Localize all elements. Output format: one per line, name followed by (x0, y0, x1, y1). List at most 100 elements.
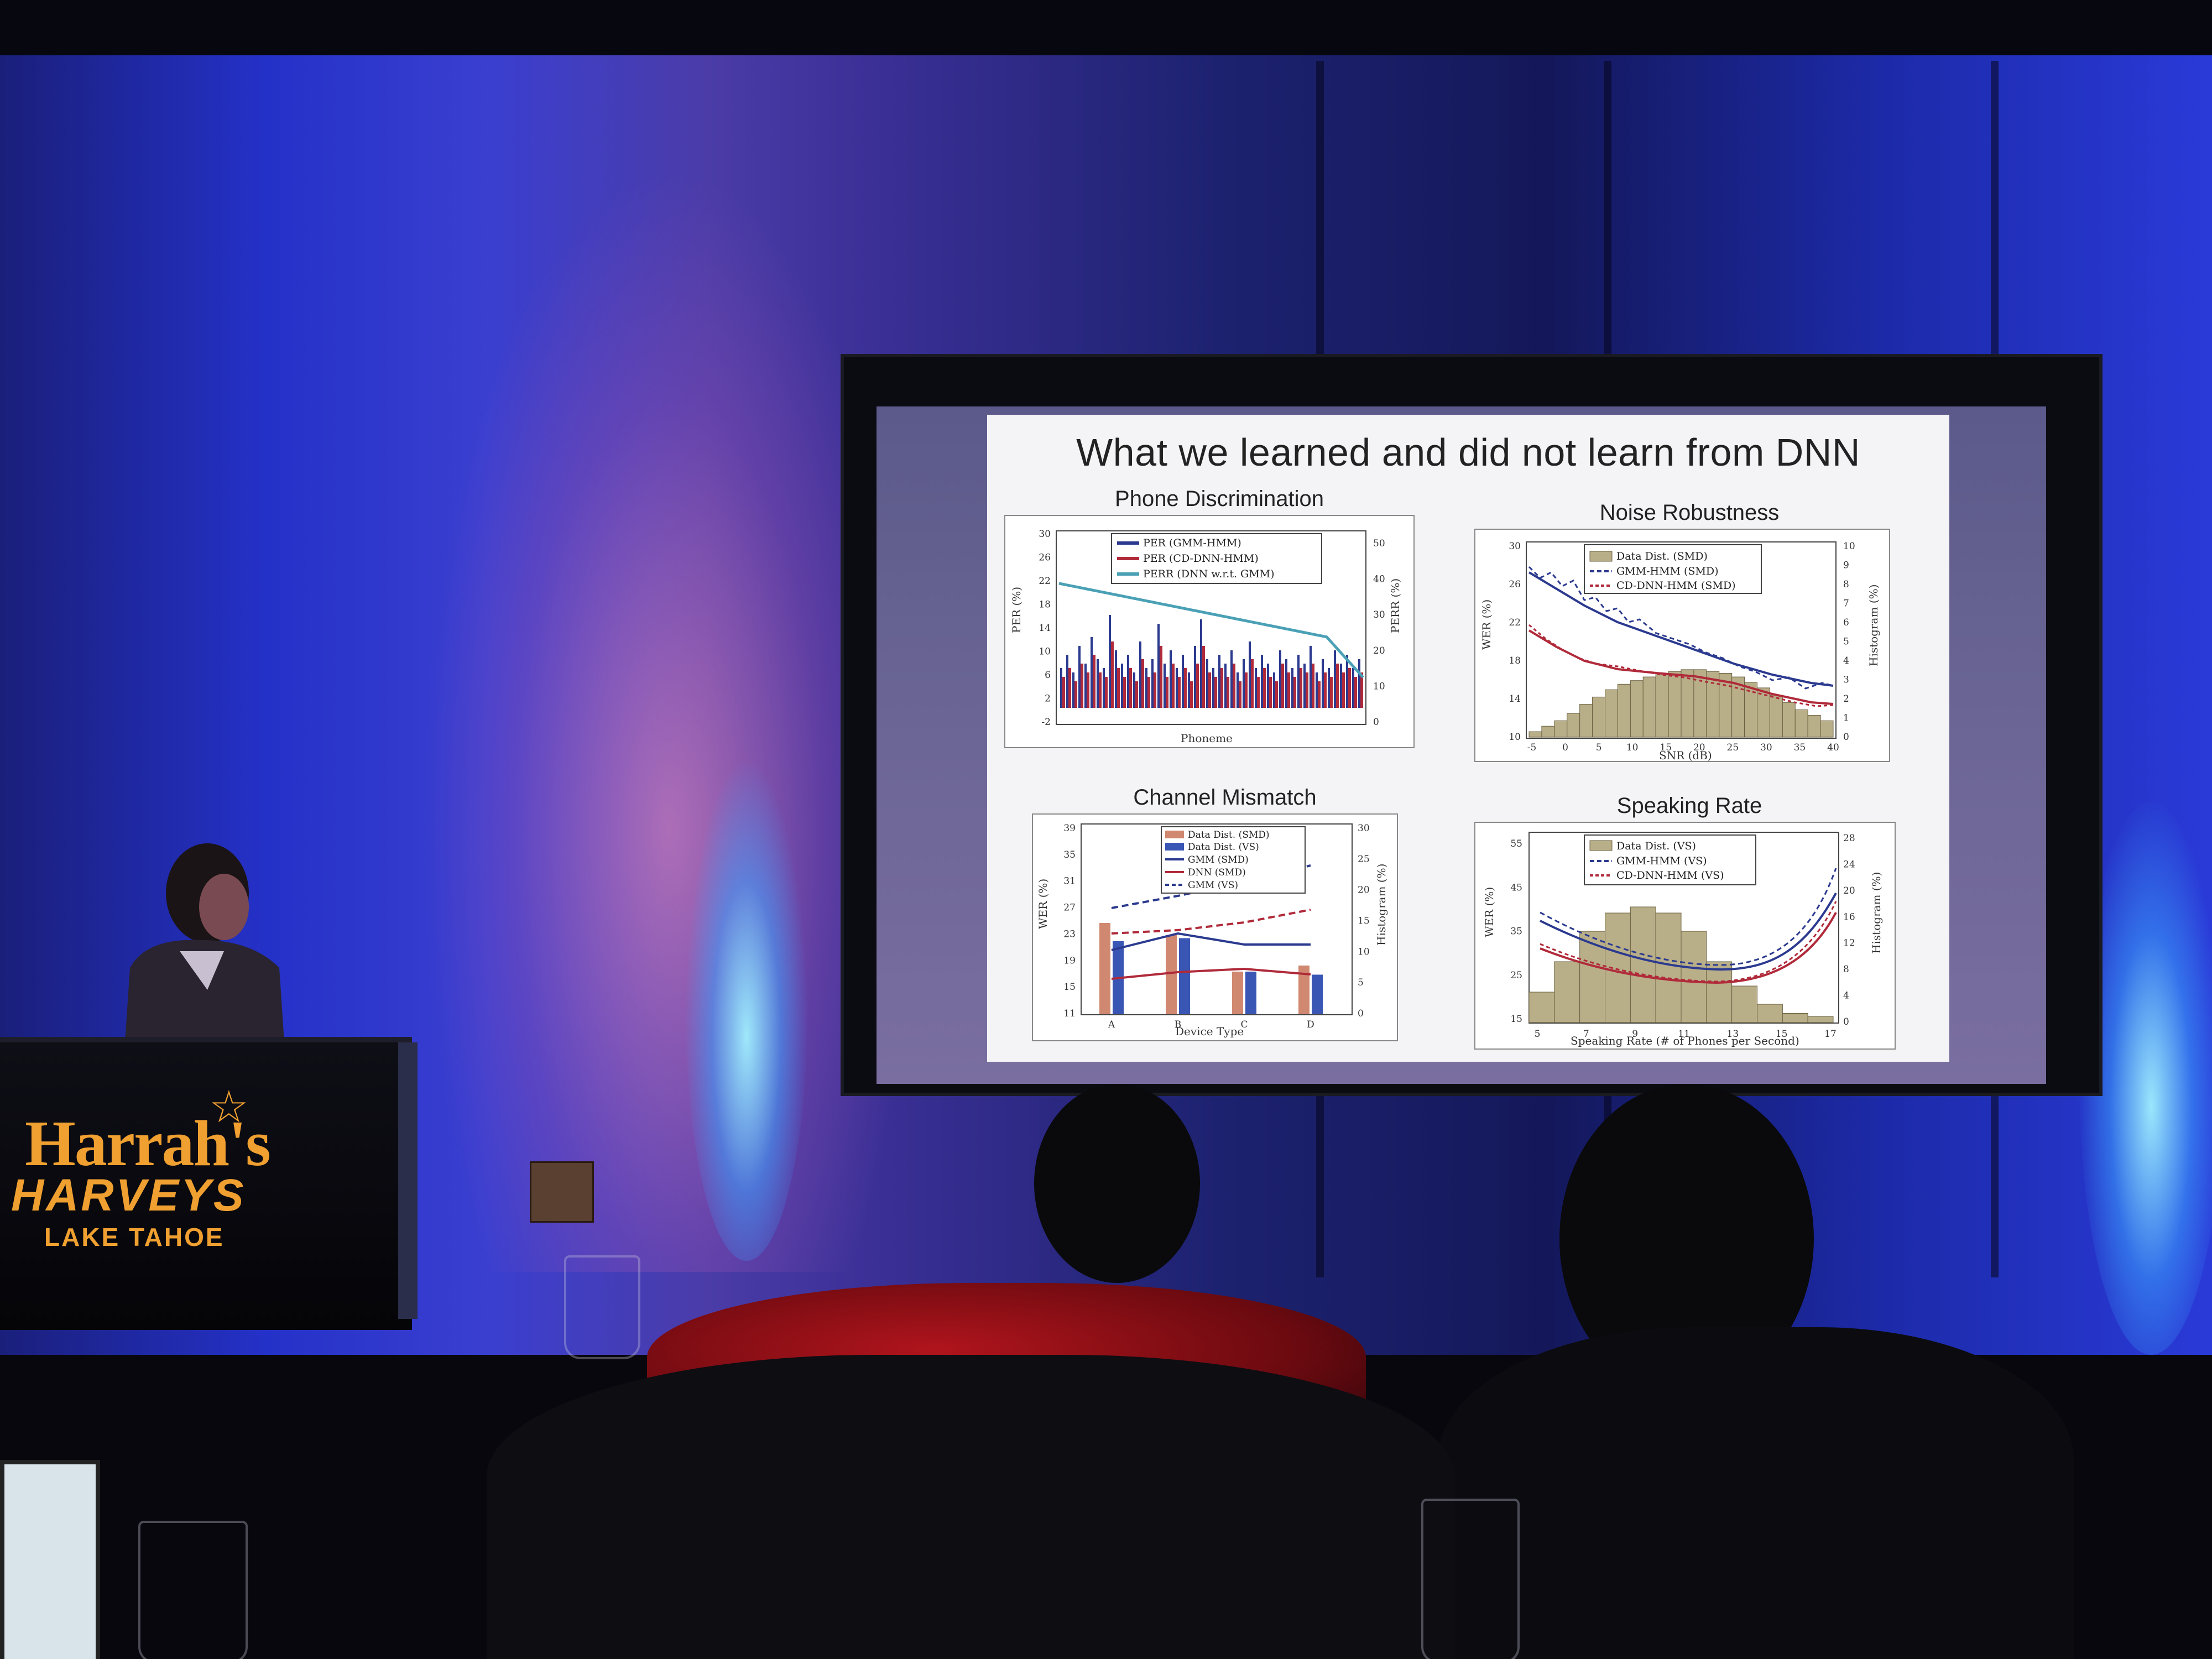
histogram-bar (1681, 931, 1707, 1023)
bar-dnn (1147, 677, 1150, 708)
tick-label: 6 (1045, 670, 1051, 681)
audience-head (1034, 1084, 1200, 1283)
histogram-bar (1541, 726, 1555, 738)
tick-label: 35 (1794, 742, 1806, 753)
bar-dnn (1281, 664, 1284, 708)
tick-label: 30 (1358, 823, 1370, 834)
tick-label: 25 (1727, 742, 1739, 753)
bar-smd (1099, 923, 1110, 1014)
tick-label: 25 (1510, 970, 1522, 981)
histogram-bar (1782, 702, 1796, 738)
y-axis-label: WER (%) (1036, 879, 1050, 929)
bar-gmm (1297, 655, 1300, 708)
podium-side (398, 1042, 418, 1319)
bar-gmm (1109, 615, 1111, 708)
bar-dnn (1068, 668, 1071, 708)
tick-label: 7 (1583, 1029, 1589, 1040)
tick-label: 39 (1063, 823, 1076, 834)
x-axis-label: Speaking Rate (# of Phones per Second) (1571, 1034, 1799, 1047)
bar-dnn (1324, 672, 1327, 708)
bar-gmm (1127, 655, 1129, 708)
panel-phone-discrimination: Phone Discrimination 30 26 22 18 14 10 6 2 -2 50… (1004, 487, 1435, 748)
legend-entry: PER (GMM-HMM) (1143, 537, 1241, 549)
tick-label: 40 (1373, 574, 1385, 585)
bar-gmm (1322, 659, 1324, 708)
bar-gmm (1237, 672, 1239, 708)
legend-entry: GMM (SMD) (1188, 854, 1249, 865)
bar-dnn (1227, 677, 1229, 708)
podium-logo-location: LAKE TAHOE (44, 1223, 225, 1251)
bar-dnn (1300, 668, 1302, 708)
tick-label: A (1108, 1019, 1115, 1030)
rate-chart: 55 45 35 25 15 28 24 20 16 12 8 4 0 5 7 9 11 13 15 17 WER… (1474, 822, 1896, 1050)
panel-title: Speaking Rate (1616, 794, 1762, 818)
y-axis-label: WER (%) (1480, 599, 1493, 650)
tick-label: 0 (1358, 1008, 1364, 1019)
bar-gmm (1176, 668, 1178, 708)
phone-chart: 30 26 22 18 14 10 6 2 -2 50 40 30 20 10 0 PER (%) PER… (1004, 515, 1415, 748)
bar-gmm (1267, 664, 1269, 708)
histogram-bar (1744, 682, 1758, 738)
bar-gmm (1346, 655, 1348, 708)
bar-dnn (1154, 672, 1156, 708)
y-axis-label: WER (%) (1483, 887, 1496, 937)
podium-logo-harveys: HARVEYS (11, 1170, 246, 1220)
bar-gmm (1182, 655, 1184, 708)
tick-label: 0 (1843, 1016, 1849, 1027)
bar-gmm (1072, 672, 1074, 708)
tick-label: 6 (1843, 617, 1849, 628)
tick-label: 40 (1827, 742, 1839, 753)
bar-dnn (1135, 681, 1138, 708)
tick-label: -2 (1041, 717, 1051, 728)
legend-entry: GMM (VS) (1188, 880, 1238, 891)
tick-label: 26 (1039, 552, 1051, 564)
legend-entry: Data Dist. (SMD) (1616, 550, 1708, 562)
tick-label: 2 (1045, 693, 1051, 705)
bar-gmm (1078, 646, 1081, 708)
bar-gmm (1212, 668, 1214, 708)
tick-label: 10 (1373, 681, 1385, 692)
legend-entry: CD-DNN-HMM (VS) (1616, 869, 1724, 881)
bar-dnn (1123, 677, 1126, 708)
bar-gmm (1139, 641, 1141, 708)
tick-label: 2 (1843, 693, 1849, 705)
bar-gmm (1151, 659, 1154, 708)
y2-axis-label: Histogram (%) (1870, 872, 1883, 954)
tick-label: 30 (1760, 742, 1772, 753)
bar-gmm (1303, 664, 1306, 708)
tick-label: 22 (1039, 576, 1051, 587)
bar-gmm (1261, 655, 1263, 708)
panel-channel-mismatch: Channel Mismatch 39 35 31 27 23 19 15 11 30 25 20… (1031, 785, 1418, 1045)
tick-label: 20 (1693, 742, 1705, 753)
bar-dnn (1141, 659, 1144, 708)
bar-dnn (1269, 677, 1272, 708)
bar-dnn (1245, 672, 1248, 708)
tick-label: 8 (1843, 964, 1849, 975)
tick-label: 10 (1358, 946, 1370, 957)
bar-gmm (1164, 664, 1166, 708)
histogram-bar (1757, 687, 1770, 738)
bar-dnn (1129, 668, 1132, 708)
tick-label: 4 (1843, 655, 1849, 666)
bar-gmm (1249, 641, 1251, 708)
bar-gmm (1328, 668, 1330, 708)
bar-dnn (1166, 677, 1168, 708)
bar-gmm (1279, 650, 1281, 708)
laptop-screen (0, 1460, 100, 1659)
tick-label: 4 (1843, 990, 1849, 1001)
tick-label: 10 (1626, 742, 1639, 753)
bar-dnn (1257, 677, 1260, 708)
water-pitcher (564, 1255, 640, 1359)
bar-smd (1298, 966, 1310, 1014)
x-axis-label: Device Type (1175, 1025, 1244, 1038)
star-icon: ☆ (209, 1082, 249, 1131)
x-axis-label: Phoneme (1181, 732, 1233, 745)
bar-dnn (1081, 664, 1083, 708)
bar-gmm (1084, 664, 1087, 708)
tick-label: 16 (1843, 911, 1855, 922)
bar-gmm (1066, 655, 1068, 708)
bar-dnn (1190, 681, 1193, 708)
bar-dnn (1330, 677, 1333, 708)
bar-dnn (1062, 677, 1065, 708)
podium-logo-harrahs: Harrah's (25, 1107, 271, 1180)
